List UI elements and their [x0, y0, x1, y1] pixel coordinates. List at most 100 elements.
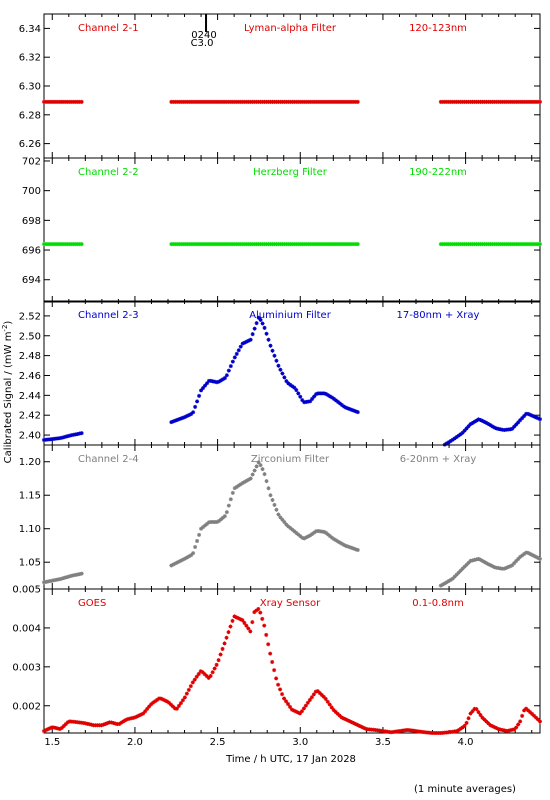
y-tick-label: 2.48: [19, 351, 41, 362]
data-point: [464, 720, 469, 725]
data-point: [450, 437, 455, 442]
data-point: [270, 498, 275, 503]
data-point: [534, 715, 539, 720]
data-point: [480, 418, 485, 423]
data-point: [520, 553, 525, 558]
data-point: [293, 709, 298, 714]
data-point: [343, 543, 348, 548]
data-point: [448, 439, 453, 444]
data-point: [135, 714, 140, 719]
data-point: [258, 610, 263, 615]
data-point: [462, 723, 467, 728]
data-point: [522, 552, 527, 557]
data-point: [191, 551, 196, 556]
data-point: [123, 718, 128, 723]
data-point: [488, 423, 493, 428]
data-point: [230, 618, 235, 623]
data-point: [538, 719, 542, 724]
data-point: [308, 399, 313, 404]
data-point: [530, 413, 535, 418]
data-point: [308, 533, 313, 538]
panel-band-label: 0.1-0.8nm: [412, 598, 464, 609]
data-point: [133, 715, 138, 720]
data-point: [482, 560, 487, 565]
data-point: [222, 641, 227, 646]
data-point: [478, 557, 483, 562]
data-point: [204, 674, 209, 679]
data-point: [222, 514, 227, 519]
data-point: [220, 377, 225, 382]
data-point: [103, 721, 108, 726]
data-point: [335, 711, 340, 716]
data-point: [178, 701, 183, 706]
panel-4: 1.05 1.10 1.15 1.20 Channel 2-4 Zirconium Fil…: [19, 444, 542, 590]
data-point: [189, 412, 194, 417]
data-point: [248, 476, 253, 481]
y-tick-label: 1.05: [19, 558, 41, 569]
data-point: [176, 703, 181, 708]
x-tick-label: 3.0: [292, 737, 308, 748]
data-point: [198, 669, 203, 674]
data-point: [486, 562, 491, 567]
data-point: [452, 436, 457, 441]
data-point: [171, 419, 176, 424]
data-point: [299, 709, 304, 714]
data-point: [224, 635, 229, 640]
data-point: [458, 726, 463, 731]
data-point: [256, 460, 261, 465]
data-point: [65, 720, 70, 725]
data-point: [200, 670, 205, 675]
panel-filter-label: Lyman-alpha Filter: [244, 23, 337, 34]
data-point: [456, 728, 461, 733]
data-point: [268, 493, 273, 498]
y-tick-label: 6.28: [19, 110, 41, 121]
data-point: [333, 709, 338, 714]
data-point: [337, 401, 342, 406]
data-point: [518, 719, 523, 724]
data-point: [254, 464, 259, 469]
data-point: [341, 716, 346, 721]
data-point: [530, 711, 535, 716]
data-point: [272, 353, 277, 358]
y-tick-label: 1.15: [19, 491, 41, 502]
panel-1: 6.26 6.28 6.30 6.32 6.34 Channel 2-1 Lyman-alp…: [19, 13, 542, 159]
data-point: [61, 723, 66, 728]
data-point: [331, 537, 336, 542]
data-point: [295, 710, 300, 715]
data-point: [159, 696, 164, 701]
data-point: [528, 551, 533, 556]
y-tick-label: 1.10: [19, 524, 41, 535]
data-point: [329, 705, 334, 710]
data-point: [292, 529, 297, 534]
y-tick-label: 6.30: [19, 82, 41, 93]
data-point: [355, 548, 360, 553]
data-point: [324, 530, 329, 535]
data-point: [484, 561, 489, 566]
data-point: [536, 416, 541, 421]
data-point: [532, 713, 537, 718]
data-point: [294, 530, 299, 535]
x-tick-label: 2.0: [127, 737, 143, 748]
data-point: [307, 697, 312, 702]
data-point: [206, 675, 211, 680]
data-point: [248, 629, 253, 634]
data-point: [276, 682, 281, 687]
data-point: [454, 435, 459, 440]
y-axis-title-close: ): [3, 321, 14, 325]
data-point: [347, 545, 352, 550]
data-point: [536, 717, 541, 722]
data-point: [266, 337, 271, 342]
data-point: [444, 441, 449, 446]
data-point: [288, 704, 293, 709]
data-point: [351, 546, 356, 551]
data-point: [514, 725, 519, 730]
panel-band-label: 120-123nm: [409, 23, 467, 34]
data-point: [252, 610, 257, 615]
data-point: [121, 719, 126, 724]
y-tick-label: 2.40: [19, 431, 41, 442]
data-point: [47, 726, 52, 731]
data-point: [216, 379, 221, 384]
data-point: [328, 394, 333, 399]
data-point: [357, 723, 362, 728]
data-point: [278, 367, 283, 372]
